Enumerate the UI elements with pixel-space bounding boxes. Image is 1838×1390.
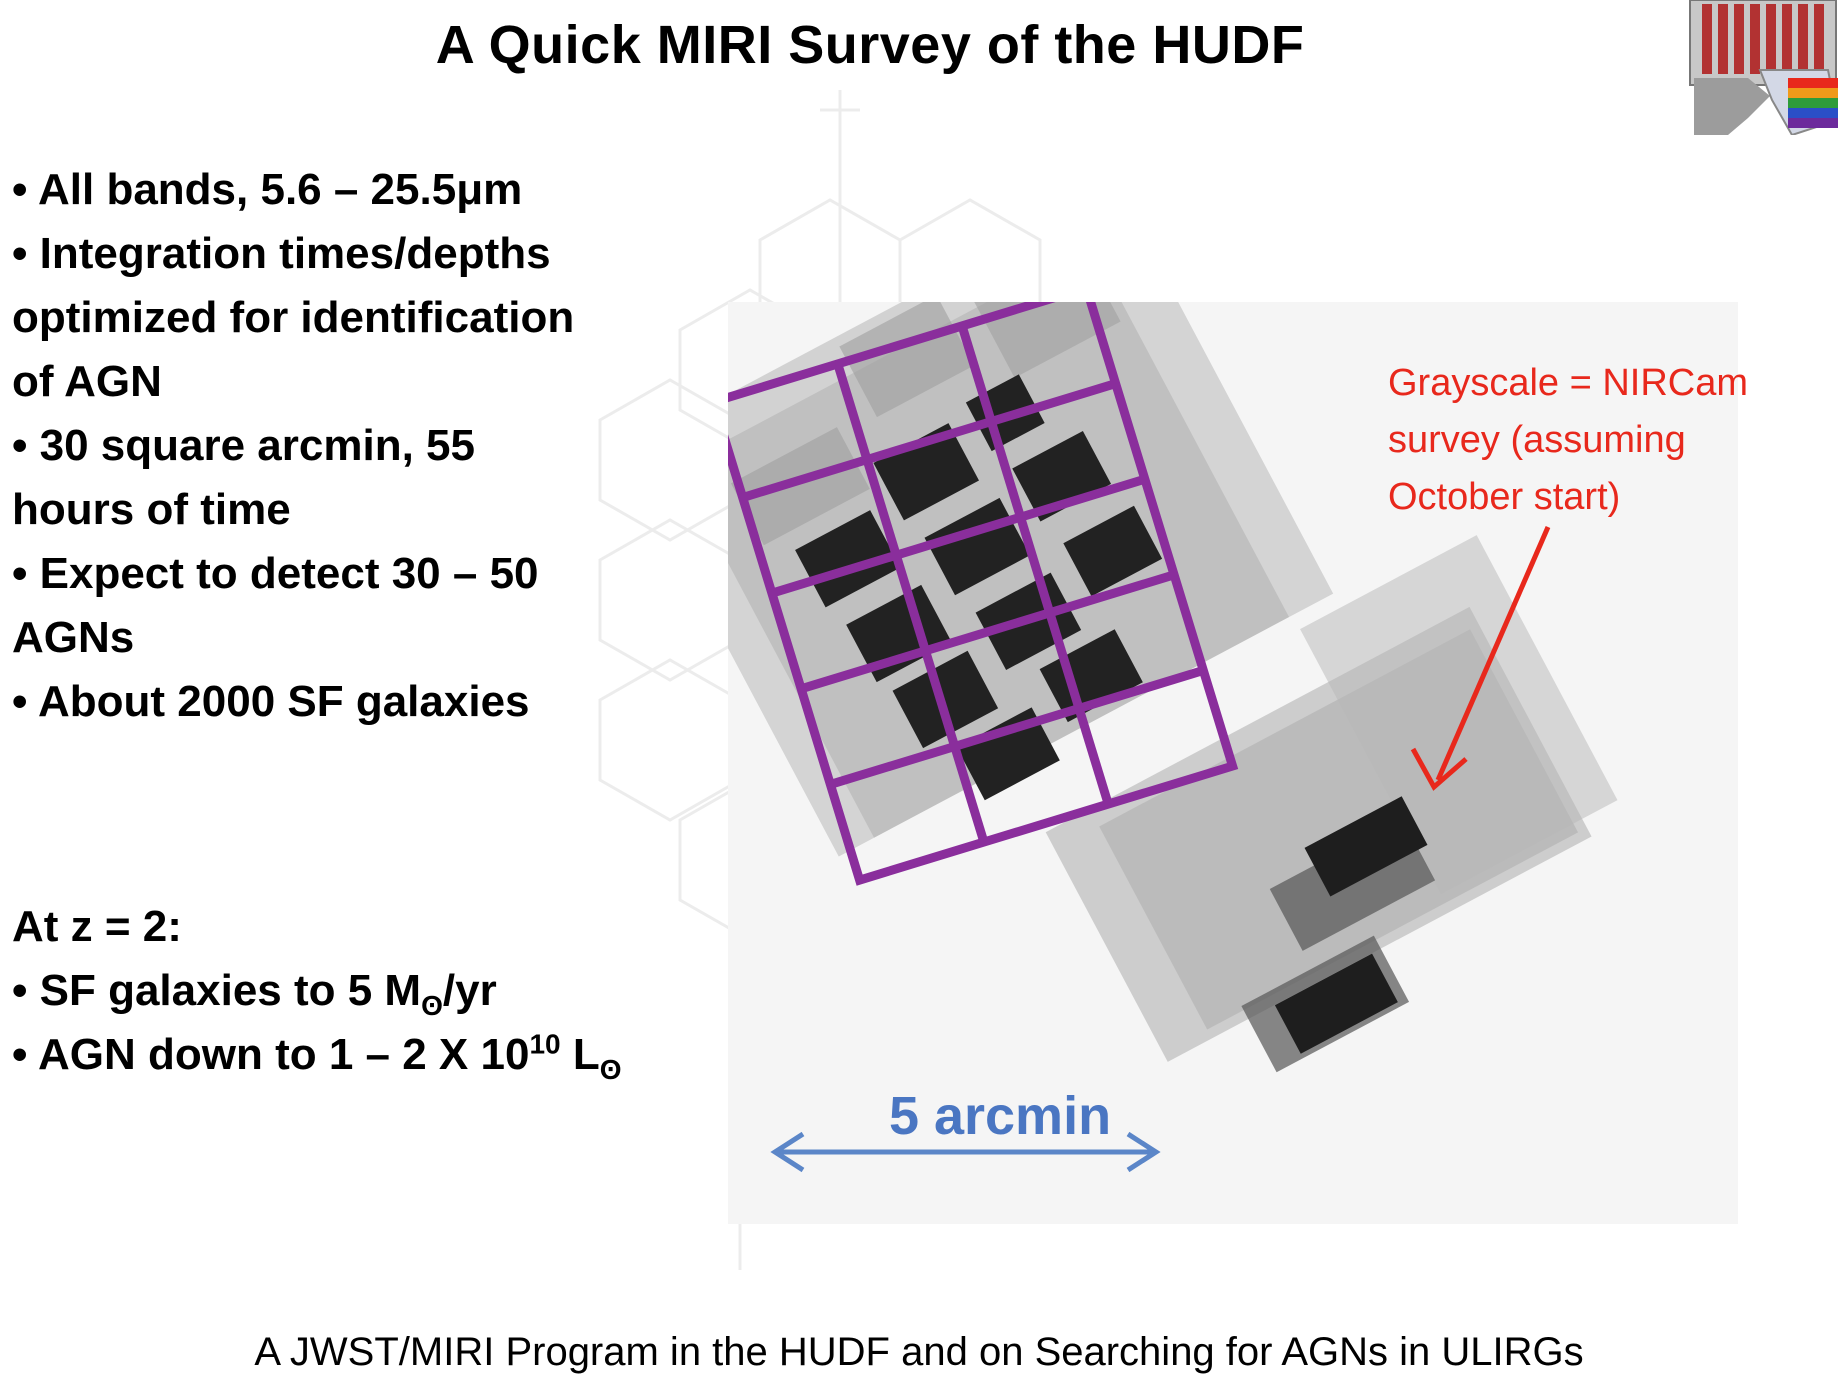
agn-limit-luminosity: L (560, 1030, 600, 1079)
sf-limit-text: • SF galaxies to 5 M (12, 966, 422, 1015)
bullet-galaxies: • About 2000 SF galaxies (12, 677, 530, 726)
annotation-line-1: Grayscale = NIRCam (1388, 362, 1749, 404)
bullet-area-1: • 30 square arcmin, 55 (12, 421, 475, 470)
nircam-dense-lower (1241, 796, 1436, 1073)
miri-grid (728, 302, 1239, 886)
slide-title: A Quick MIRI Survey of the HUDF (435, 15, 1305, 75)
bullet-integration-2: optimized for identification (12, 293, 575, 342)
red-arrow-icon (1410, 526, 1551, 791)
footprint-map (728, 302, 1618, 1173)
scale-bar-label: 5 arcmin (888, 1086, 1112, 1146)
annotation-line-2: survey (assuming (1388, 419, 1686, 461)
bullet-integration-1: • Integration times/depths (12, 229, 551, 278)
agn-limit-exponent: 10 (529, 1028, 561, 1060)
bullet-agn-2: AGNs (12, 613, 135, 662)
double-arrow-icon (770, 1131, 1161, 1173)
bullet-area-2: hours of time (12, 485, 291, 534)
survey-footprint-figure (728, 302, 1738, 1224)
annotation-line-3: October start) (1388, 476, 1621, 518)
agn-limit-line: • AGN down to 1 – 2 X 1010 Lʘ (12, 1023, 712, 1087)
miri-instrument-logo (1689, 0, 1838, 135)
solar-symbol: ʘ (421, 989, 443, 1021)
bullet-list: • All bands, 5.6 – 25.5μm • Integration … (12, 158, 692, 734)
redshift-block: At z = 2: • SF galaxies to 5 Mʘ/yr • AGN… (12, 895, 712, 1087)
nircam-dense-upper (795, 374, 1163, 801)
sf-limit-unit: /yr (442, 966, 497, 1015)
slide-footer: A JWST/MIRI Program in the HUDF and on S… (254, 1330, 1584, 1374)
agn-limit-text: • AGN down to 1 – 2 X 10 (12, 1030, 530, 1079)
sf-limit-line: • SF galaxies to 5 Mʘ/yr (12, 959, 712, 1023)
grayscale-annotation: Grayscale = NIRCam survey (assuming Octo… (1388, 355, 1788, 526)
bullet-bands: • All bands, 5.6 – 25.5μm (12, 165, 523, 214)
solar-symbol: ʘ (599, 1053, 622, 1085)
bullet-agn-1: • Expect to detect 30 – 50 (12, 549, 539, 598)
redshift-heading: At z = 2: (12, 902, 182, 951)
bullet-integration-3: of AGN (12, 357, 162, 406)
